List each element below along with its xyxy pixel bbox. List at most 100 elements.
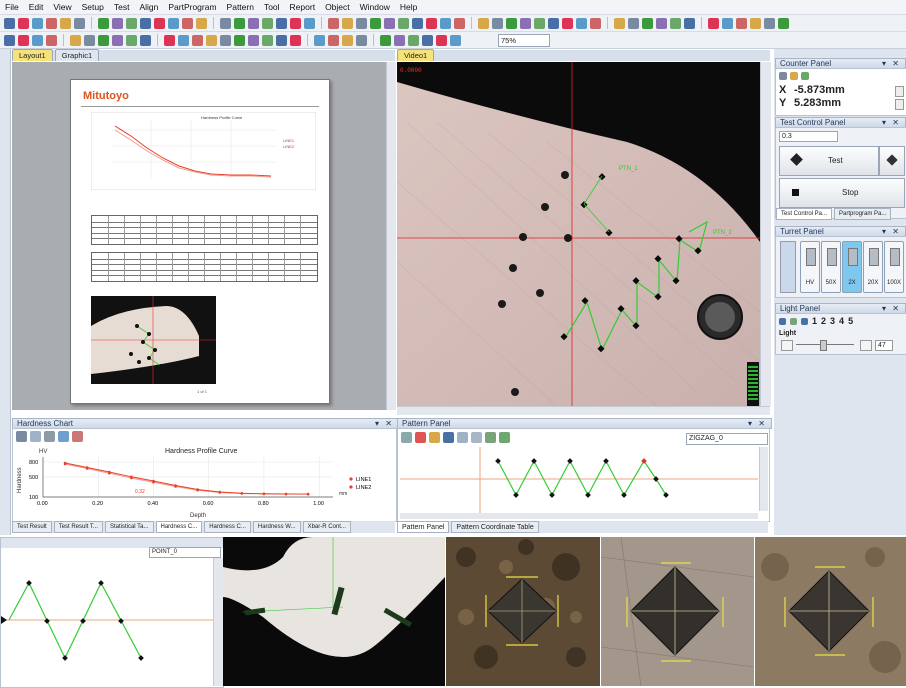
tab-chart-3[interactable]: Hardness C... <box>155 521 203 533</box>
toolbar-tool-icon[interactable] <box>778 17 789 29</box>
toolbar-tool-icon[interactable] <box>342 17 353 29</box>
pattern-add-icon[interactable] <box>499 432 510 443</box>
turret-50x-button[interactable]: 50X <box>821 241 841 293</box>
toolbar-tool-icon[interactable] <box>276 34 287 46</box>
panel-controls[interactable]: ▾ ✕ <box>882 59 901 68</box>
toolbar-tool-icon[interactable] <box>750 17 761 29</box>
toolbar-tool-icon[interactable] <box>440 17 451 29</box>
toolbar-tool-icon[interactable] <box>220 34 231 46</box>
light-channel-2[interactable]: 2 <box>821 316 827 326</box>
light-value[interactable]: 47 <box>875 340 893 351</box>
toolbar-tool-icon[interactable] <box>684 17 695 29</box>
pattern-select[interactable]: ZIGZAG_0 <box>686 433 768 445</box>
toolbar-tool-icon[interactable] <box>168 17 179 29</box>
menu-item-partprogram[interactable]: PartProgram <box>168 2 217 12</box>
light-increase-button[interactable] <box>860 340 872 351</box>
counter-setup-icon[interactable] <box>779 72 787 80</box>
tab-chart-2[interactable]: Statistical Ta... <box>104 521 154 533</box>
menu-item-pattern[interactable]: Pattern <box>226 2 254 12</box>
menu-item-help[interactable]: Help <box>399 2 418 12</box>
toolbar-tool-icon[interactable] <box>276 17 287 29</box>
toolbar-tool-icon[interactable] <box>426 17 437 29</box>
toolbar-tool-icon[interactable] <box>492 17 503 29</box>
pattern-save-icon[interactable] <box>443 432 454 443</box>
chart-export-icon[interactable] <box>72 431 83 442</box>
toolbar-tool-icon[interactable] <box>70 34 81 46</box>
toolbar-tool-icon[interactable] <box>164 34 175 46</box>
counter-zero-icon[interactable] <box>801 72 809 80</box>
toolbar-tool-icon[interactable] <box>356 34 367 46</box>
toolbar-tool-icon[interactable] <box>234 17 245 29</box>
pattern-delete-icon[interactable] <box>415 432 426 443</box>
toolbar-tool-icon[interactable] <box>98 34 109 46</box>
toolbar-tool-icon[interactable] <box>140 17 151 29</box>
toolbar-tool-icon[interactable] <box>248 17 259 29</box>
pattern-move-icon[interactable] <box>485 432 496 443</box>
toolbar-tool-icon[interactable] <box>436 34 447 46</box>
toolbar-tool-icon[interactable] <box>98 17 109 29</box>
toolbar-tool-icon[interactable] <box>708 17 719 29</box>
x-zero-button[interactable] <box>895 86 904 97</box>
menu-item-view[interactable]: View <box>53 2 72 12</box>
toolbar-tool-icon[interactable] <box>18 17 29 29</box>
toolbar-tool-icon[interactable] <box>736 17 747 29</box>
pattern-vertical-scrollbar[interactable] <box>759 447 768 511</box>
bottom-pattern-select[interactable]: POINT_0 <box>149 547 221 558</box>
layout-vertical-scrollbar[interactable] <box>386 62 396 410</box>
toolbar-tool-icon[interactable] <box>548 17 559 29</box>
video-horizontal-scrollbar[interactable] <box>397 406 770 415</box>
test-force-select[interactable]: 0.3 <box>779 131 838 142</box>
tab-test-control[interactable]: Test Control Pa... <box>776 208 833 220</box>
toolbar-tool-icon[interactable] <box>394 34 405 46</box>
toolbar-tool-icon[interactable] <box>84 34 95 46</box>
tab-partprogram[interactable]: Partprogram Pa... <box>834 208 892 220</box>
toolbar-tool-icon[interactable] <box>562 17 573 29</box>
toolbar-tool-icon[interactable] <box>764 17 775 29</box>
menu-item-setup[interactable]: Setup <box>81 2 104 12</box>
menu-item-align[interactable]: Align <box>139 2 159 12</box>
toolbar-tool-icon[interactable] <box>46 34 57 46</box>
toolbar-tool-icon[interactable] <box>262 34 273 46</box>
toolbar-tool-icon[interactable] <box>112 34 123 46</box>
chart-refresh-icon[interactable] <box>58 431 69 442</box>
toolbar-tool-icon[interactable] <box>422 34 433 46</box>
toolbar-tool-icon[interactable] <box>628 17 639 29</box>
pattern-horizontal-scrollbar[interactable] <box>400 513 758 519</box>
toolbar-tool-icon[interactable] <box>534 17 545 29</box>
turret-hv-button[interactable]: HV <box>800 241 820 293</box>
toolbar-tool-icon[interactable] <box>670 17 681 29</box>
toolbar-tool-icon[interactable] <box>32 34 43 46</box>
toolbar-tool-icon[interactable] <box>478 17 489 29</box>
panel-controls[interactable]: ▾ ✕ <box>375 419 394 428</box>
toolbar-tool-icon[interactable] <box>192 34 203 46</box>
test-auto-button[interactable] <box>879 146 905 176</box>
toolbar-tool-icon[interactable] <box>656 17 667 29</box>
tab-chart-6[interactable]: Xbar-R Cont... <box>302 521 351 533</box>
tab-pattern-coordinate-table[interactable]: Pattern Coordinate Table <box>451 521 539 533</box>
tab-chart-5[interactable]: Hardness W... <box>252 521 301 533</box>
toolbar-tool-icon[interactable] <box>290 34 301 46</box>
chart-settings-icon[interactable] <box>16 431 27 442</box>
toolbar-tool-icon[interactable] <box>140 34 151 46</box>
toolbar-tool-icon[interactable] <box>182 17 193 29</box>
menu-item-test[interactable]: Test <box>113 2 130 12</box>
turret-20x-button[interactable]: 20X <box>863 241 883 293</box>
toolbar-tool-icon[interactable] <box>4 34 15 46</box>
tab-video1[interactable]: Video1 <box>397 49 435 61</box>
toolbar-tool-icon[interactable] <box>290 17 301 29</box>
toolbar-tool-icon[interactable] <box>304 17 315 29</box>
toolbar-tool-icon[interactable] <box>722 17 733 29</box>
zoom-select[interactable]: 75% <box>498 34 550 47</box>
tab-layout1[interactable]: Layout1 <box>12 49 53 61</box>
toolbar-tool-icon[interactable] <box>74 17 85 29</box>
toolbar-tool-icon[interactable] <box>4 17 15 29</box>
toolbar-tool-icon[interactable] <box>262 17 273 29</box>
toolbar-tool-icon[interactable] <box>450 34 461 46</box>
toolbar-tool-icon[interactable] <box>46 17 57 29</box>
panel-controls[interactable]: ▾ ✕ <box>748 419 767 428</box>
toolbar-tool-icon[interactable] <box>220 17 231 29</box>
toolbar-tool-icon[interactable] <box>398 17 409 29</box>
menu-item-report[interactable]: Report <box>289 2 316 12</box>
tab-chart-4[interactable]: Hardness C... <box>204 521 251 533</box>
y-zero-button[interactable] <box>895 99 904 110</box>
